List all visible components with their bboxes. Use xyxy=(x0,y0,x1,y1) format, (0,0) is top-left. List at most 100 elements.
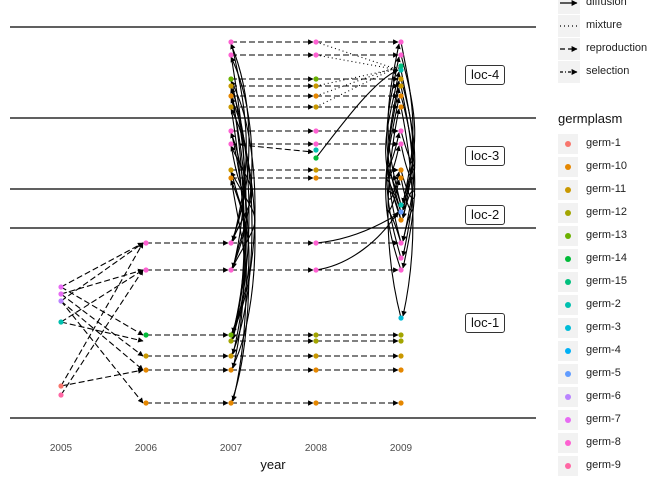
germplasm-node xyxy=(228,367,234,373)
legend-key xyxy=(558,226,578,246)
germplasm-node xyxy=(313,332,319,338)
germplasm-node xyxy=(313,104,319,110)
reproduction-edge xyxy=(60,368,144,387)
germplasm-node xyxy=(228,39,234,45)
germplasm-node xyxy=(398,353,404,359)
germplasm-node xyxy=(313,400,319,406)
legend-dot-icon xyxy=(565,348,571,354)
legend-dot-icon xyxy=(565,417,571,423)
legend-row-germ-12: germ-12 xyxy=(558,202,668,224)
germplasm-node xyxy=(228,338,234,344)
germplasm-node xyxy=(313,83,319,89)
legend-row-germ-10: germ-10 xyxy=(558,156,668,178)
legend-row-germ-6: germ-6 xyxy=(558,386,668,408)
germplasm-node xyxy=(58,284,64,290)
legend-label: germ-13 xyxy=(586,229,627,241)
diffusion-edge xyxy=(400,69,414,219)
diffusion-edge xyxy=(387,108,402,319)
legend-row-germ-3: germ-3 xyxy=(558,317,668,339)
legend-row-germ-2: germ-2 xyxy=(558,294,668,316)
reproduction-edge xyxy=(60,242,144,302)
germplasm-node xyxy=(313,141,319,147)
germplasm-node xyxy=(313,52,319,58)
legend-label: germ-10 xyxy=(586,160,627,172)
reproduction-edge xyxy=(60,242,144,387)
legend-dot-icon xyxy=(565,302,571,308)
legend-row-germ-5: germ-5 xyxy=(558,363,668,385)
germplasm-node xyxy=(228,141,234,147)
diffusion-edge xyxy=(230,177,245,334)
legend-key xyxy=(558,249,578,269)
germplasm-node xyxy=(143,332,149,338)
reproduction-edge xyxy=(60,321,144,343)
germplasm-node xyxy=(313,240,319,246)
diffusion-edge xyxy=(400,130,416,204)
germplasm-node xyxy=(398,76,404,82)
diffusion-edge xyxy=(386,179,402,244)
germplasm-node xyxy=(58,383,64,389)
diffusion-edge xyxy=(400,169,416,219)
diffusion-edge xyxy=(315,213,399,244)
germplasm-legend-title: germplasm xyxy=(558,111,623,126)
diffusion-edge xyxy=(230,41,247,242)
legend-row-diffusion: diffusion xyxy=(558,0,668,14)
germplasm-node xyxy=(398,367,404,373)
diffusion-edge xyxy=(230,130,247,402)
germplasm-node xyxy=(398,52,404,58)
legend-label: germ-14 xyxy=(586,252,627,264)
legend-row-mixture: mixture xyxy=(558,15,668,37)
legend-label: germ-2 xyxy=(586,298,621,310)
reproduction-line-icon xyxy=(558,38,580,60)
legend-key xyxy=(558,157,578,177)
mixture-edge xyxy=(315,54,400,71)
germplasm-node xyxy=(228,83,234,89)
legend-key xyxy=(558,318,578,338)
reproduction-edge xyxy=(60,269,144,396)
diffusion-edge xyxy=(230,95,247,355)
germplasm-node xyxy=(313,353,319,359)
germplasm-node xyxy=(398,128,404,134)
diffusion-edge xyxy=(230,108,256,371)
legend-dot-icon xyxy=(565,233,571,239)
mixture-edge xyxy=(315,65,400,97)
legend-row-germ-7: germ-7 xyxy=(558,409,668,431)
germplasm-node xyxy=(398,338,404,344)
mixture-line-icon xyxy=(558,15,580,37)
location-label-loc-3: loc-3 xyxy=(465,146,506,166)
legend-dot-icon xyxy=(565,210,571,216)
germplasm-node xyxy=(58,392,64,398)
diffusion-edge xyxy=(385,97,402,271)
germplasm-node xyxy=(228,128,234,134)
legend-dot-icon xyxy=(565,325,571,331)
legend-label: germ-1 xyxy=(586,137,621,149)
germplasm-node xyxy=(398,63,404,69)
legend-key xyxy=(558,456,578,476)
germplasm-node xyxy=(58,291,64,297)
diffusion-edge xyxy=(400,41,414,204)
germplasm-node xyxy=(398,315,404,321)
reproduction-edge xyxy=(60,293,144,357)
legend-key xyxy=(558,410,578,430)
legend-row-germ-15: germ-15 xyxy=(558,271,668,293)
germplasm-node xyxy=(143,353,149,359)
germplasm-node xyxy=(228,332,234,338)
germplasm-node xyxy=(398,240,404,246)
legend-label: germ-4 xyxy=(586,344,621,356)
legend-dot-icon xyxy=(565,279,571,285)
diffusion-edge xyxy=(400,85,414,257)
diffusion-edge xyxy=(230,171,256,271)
legend-row-germ-9: germ-9 xyxy=(558,455,668,477)
legend-dot-icon xyxy=(565,141,571,147)
diffusion-edge xyxy=(230,56,253,271)
diffusion-edge xyxy=(230,169,247,269)
diffusion-edge xyxy=(400,95,416,269)
diffusion-edge xyxy=(387,171,402,221)
legend-dot-icon xyxy=(565,463,571,469)
germplasm-node xyxy=(313,367,319,373)
reproduction-edge xyxy=(60,242,144,288)
germplasm-node xyxy=(313,147,319,153)
location-label-loc-4: loc-4 xyxy=(465,65,506,85)
legend-row-selection: selection xyxy=(558,61,668,83)
selection-line-icon xyxy=(558,61,580,83)
